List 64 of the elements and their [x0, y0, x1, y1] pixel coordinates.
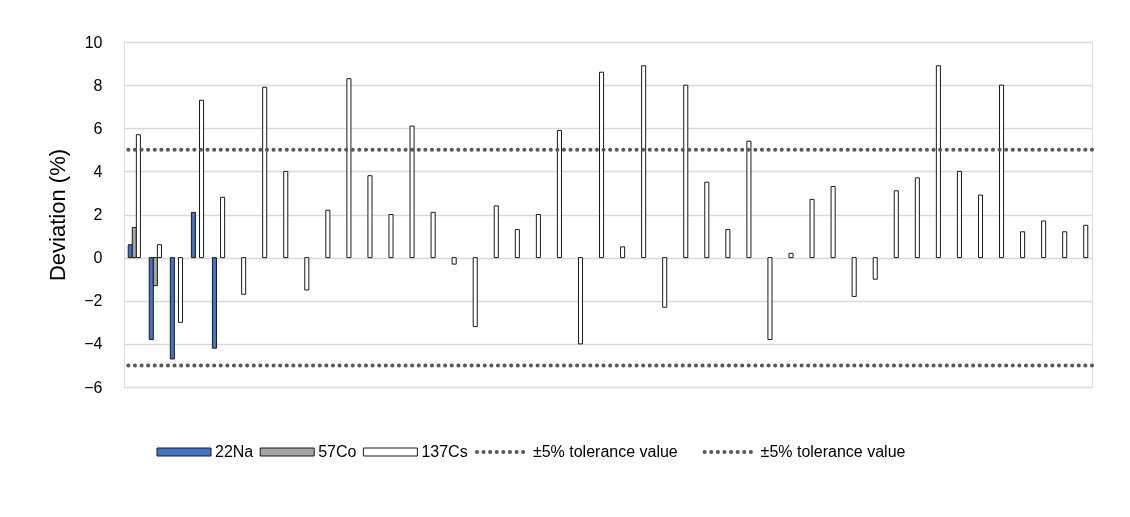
bar: [935, 65, 941, 259]
bar: [199, 99, 205, 259]
legend-label: 137Cs: [421, 443, 468, 460]
bar: [872, 257, 878, 280]
y-axis-title: Deviation (%): [45, 148, 71, 282]
bar: [914, 177, 920, 259]
bar: [177, 257, 184, 323]
bar: [999, 84, 1005, 259]
bar: [241, 257, 247, 295]
bar: [430, 211, 436, 259]
bar: [977, 194, 984, 259]
legend-label: ±5% tolerance value: [760, 443, 906, 460]
y-tick-label: 10: [84, 33, 103, 51]
bar: [704, 181, 710, 259]
bar: [211, 257, 217, 349]
bar: [641, 65, 647, 259]
bar: [956, 170, 962, 259]
bar: [472, 257, 478, 328]
bar: [746, 140, 752, 259]
y-tick-label: 0: [93, 249, 103, 267]
bar: [830, 185, 836, 259]
bar: [1083, 224, 1089, 259]
bar: [1041, 220, 1047, 259]
y-tick-label: 2: [93, 206, 103, 223]
bar: [535, 214, 541, 259]
bar: [169, 257, 175, 360]
bar: [135, 134, 141, 259]
y-tick-label: 4: [93, 162, 103, 180]
bar: [1062, 231, 1068, 259]
bar: [220, 196, 226, 259]
y-tick-label: 8: [93, 76, 103, 94]
bar: [683, 84, 689, 259]
bar: [620, 246, 626, 259]
bar: [388, 214, 394, 259]
bar: [148, 257, 154, 341]
bar: [304, 257, 310, 291]
bar: [409, 125, 415, 259]
bar: [767, 257, 773, 341]
legend-label: ±5% tolerance value: [532, 443, 678, 460]
bar: [893, 190, 899, 259]
bar: [1020, 231, 1026, 259]
bar: [325, 209, 331, 259]
bar: [493, 205, 499, 259]
bar: [599, 71, 605, 259]
bar: [851, 257, 857, 297]
bar: [556, 129, 562, 259]
bar: [283, 170, 289, 259]
y-tick-label: 6: [93, 119, 103, 137]
y-tick-label: −4: [84, 335, 103, 353]
bar: [514, 229, 520, 259]
bar: [262, 86, 268, 259]
bar: [346, 78, 352, 259]
bar: [367, 175, 373, 259]
bar: [662, 257, 668, 308]
bar: [451, 257, 457, 265]
bar: [725, 229, 731, 259]
y-tick-label: −6: [84, 378, 103, 396]
legend-label: 22Na: [215, 443, 254, 460]
y-tick-label: −2: [84, 292, 103, 310]
bar: [577, 257, 584, 345]
bar: [788, 252, 794, 259]
bar: [190, 211, 196, 259]
bar: [809, 198, 815, 259]
legend-label: 57Co: [318, 443, 357, 460]
